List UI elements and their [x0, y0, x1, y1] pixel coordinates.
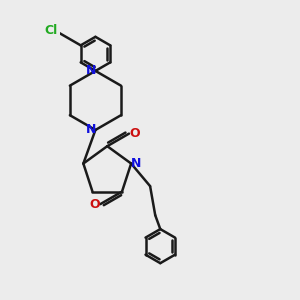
Text: N: N: [86, 124, 96, 136]
Text: O: O: [89, 198, 100, 211]
Text: N: N: [131, 157, 142, 170]
Text: Cl: Cl: [44, 24, 57, 37]
Text: N: N: [86, 64, 96, 77]
Text: O: O: [130, 127, 140, 140]
